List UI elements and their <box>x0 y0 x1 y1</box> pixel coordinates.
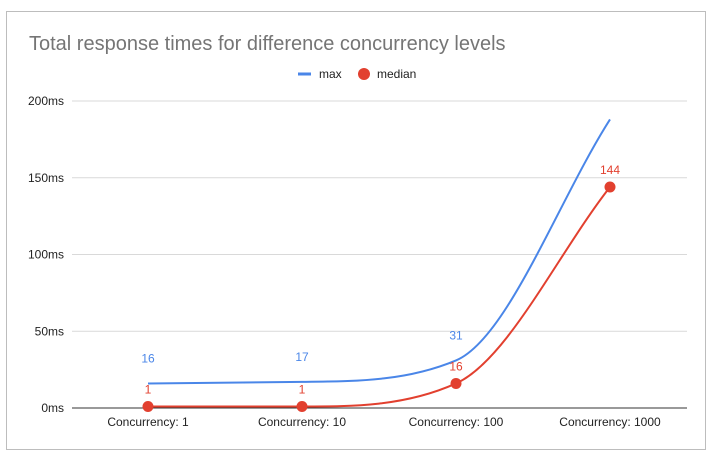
x-tick-label: Concurrency: 1 <box>107 415 189 429</box>
data-labels: 16 17 31 1 1 16 144 <box>141 163 620 397</box>
data-point-median <box>450 377 462 389</box>
y-tick-label: 0ms <box>41 401 64 415</box>
data-label-median: 1 <box>299 382 306 396</box>
data-point-median <box>296 400 308 412</box>
x-tick-label: Concurrency: 100 <box>409 415 504 429</box>
y-tick-label: 50ms <box>35 324 64 338</box>
y-tick-label: 150ms <box>28 171 64 185</box>
legend: max median <box>298 67 416 81</box>
legend-swatch-median <box>358 68 370 80</box>
chart-frame <box>6 11 706 450</box>
data-label-median: 144 <box>600 163 620 177</box>
data-label-max: 31 <box>449 328 463 342</box>
x-axis-ticks: Concurrency: 1 Concurrency: 10 Concurrency… <box>107 415 661 429</box>
data-label-median: 16 <box>449 359 463 373</box>
x-tick-label: Concurrency: 10 <box>258 415 346 429</box>
legend-label-median: median <box>377 67 416 81</box>
chart-title: Total response times for difference conc… <box>29 33 506 55</box>
data-label-median: 1 <box>145 382 152 396</box>
series-line-median <box>148 186 611 408</box>
data-point-median <box>142 400 154 412</box>
data-label-max: 16 <box>141 351 155 365</box>
y-tick-label: 100ms <box>28 248 64 262</box>
data-point-median <box>604 181 616 193</box>
x-tick-label: Concurrency: 1000 <box>559 415 661 429</box>
y-axis-ticks: 0ms 50ms 100ms 150ms 200ms <box>28 94 64 415</box>
legend-label-max: max <box>319 67 342 81</box>
series-line-max <box>147 118 611 385</box>
series-layer <box>142 118 616 412</box>
grid <box>72 100 687 409</box>
y-tick-label: 200ms <box>28 94 64 108</box>
data-label-max: 17 <box>295 350 309 364</box>
